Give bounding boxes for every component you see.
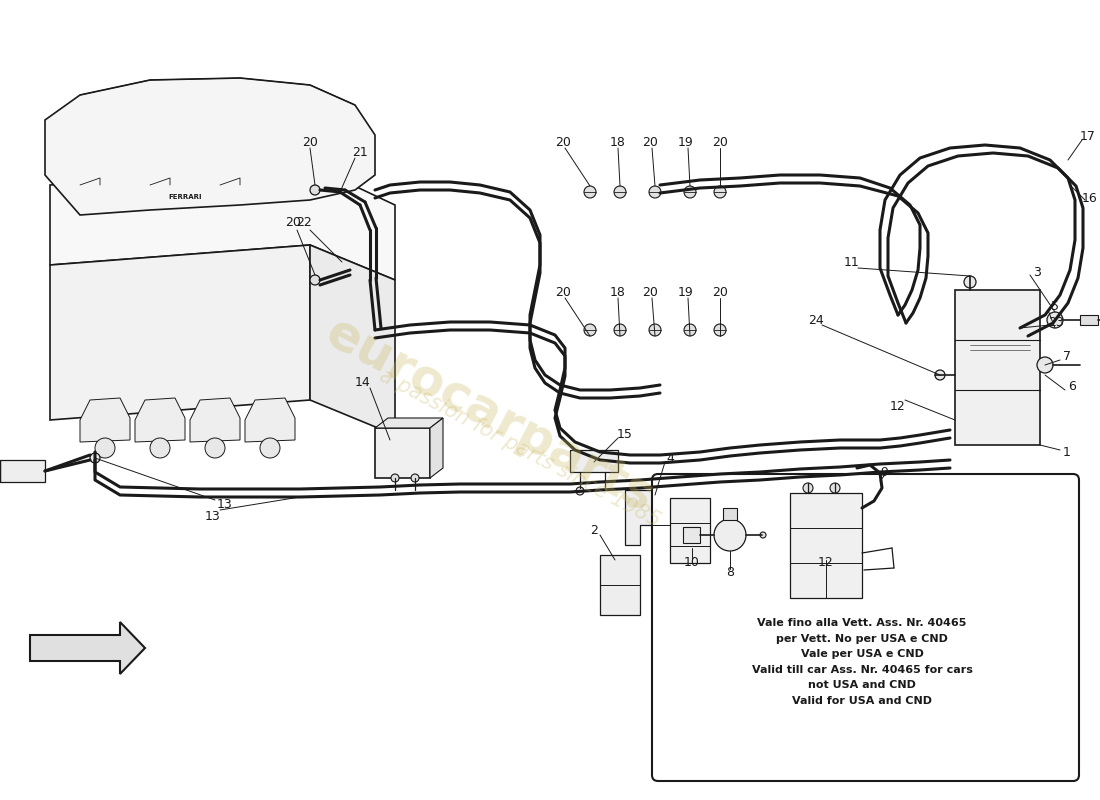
- Text: 11: 11: [844, 257, 860, 270]
- Text: 13: 13: [217, 498, 233, 511]
- Text: 20: 20: [556, 137, 571, 150]
- Circle shape: [576, 487, 584, 495]
- Bar: [570, 450, 618, 472]
- Text: 3: 3: [1033, 266, 1041, 278]
- Circle shape: [614, 324, 626, 336]
- Bar: [723, 508, 737, 520]
- Circle shape: [649, 324, 661, 336]
- Text: 1: 1: [1063, 446, 1071, 459]
- Polygon shape: [245, 398, 295, 442]
- Bar: [955, 290, 1040, 445]
- Text: 12: 12: [818, 557, 834, 570]
- Circle shape: [714, 186, 726, 198]
- Text: 13: 13: [205, 510, 221, 522]
- Text: 14: 14: [355, 375, 371, 389]
- Circle shape: [684, 186, 696, 198]
- Text: a passion for parts since 1985: a passion for parts since 1985: [376, 366, 663, 530]
- Text: 20: 20: [642, 137, 658, 150]
- Text: 24: 24: [808, 314, 824, 326]
- Polygon shape: [50, 245, 310, 420]
- Circle shape: [310, 185, 320, 195]
- Bar: [790, 493, 862, 598]
- Circle shape: [964, 276, 976, 288]
- Text: 19: 19: [678, 137, 694, 150]
- Circle shape: [803, 483, 813, 493]
- Circle shape: [310, 275, 320, 285]
- Circle shape: [584, 324, 596, 336]
- Circle shape: [205, 438, 225, 458]
- Text: 22: 22: [296, 217, 312, 230]
- Bar: [1080, 315, 1098, 325]
- Circle shape: [260, 438, 280, 458]
- Text: Vale fino alla Vett. Ass. Nr. 40465
per Vett. No per USA e CND
Vale per USA e CN: Vale fino alla Vett. Ass. Nr. 40465 per …: [751, 618, 972, 706]
- Circle shape: [760, 532, 766, 538]
- Circle shape: [150, 438, 170, 458]
- Circle shape: [411, 474, 419, 482]
- Text: 5: 5: [1050, 301, 1059, 314]
- Text: 18: 18: [610, 286, 626, 298]
- Text: 20: 20: [712, 137, 728, 150]
- Text: 20: 20: [556, 286, 571, 298]
- Text: 7: 7: [1063, 350, 1071, 363]
- Circle shape: [830, 483, 840, 493]
- Text: 20: 20: [285, 217, 301, 230]
- Text: 19: 19: [678, 286, 694, 298]
- Polygon shape: [430, 418, 443, 478]
- Text: 18: 18: [610, 137, 626, 150]
- Text: 17: 17: [1080, 130, 1096, 143]
- Text: 6: 6: [1068, 381, 1076, 394]
- Circle shape: [390, 474, 399, 482]
- Bar: [670, 498, 710, 563]
- Circle shape: [1047, 312, 1063, 328]
- Polygon shape: [310, 245, 395, 435]
- Text: 12: 12: [890, 401, 906, 414]
- Text: 4: 4: [667, 451, 674, 465]
- Circle shape: [684, 324, 696, 336]
- Polygon shape: [600, 555, 640, 615]
- Text: 9: 9: [880, 466, 888, 479]
- Polygon shape: [80, 398, 130, 442]
- Circle shape: [614, 186, 626, 198]
- Polygon shape: [625, 490, 685, 545]
- Text: 8: 8: [726, 566, 734, 578]
- Polygon shape: [30, 622, 145, 674]
- Text: 2: 2: [590, 523, 598, 537]
- Polygon shape: [135, 398, 185, 442]
- Text: 10: 10: [684, 557, 700, 570]
- Circle shape: [584, 186, 596, 198]
- Polygon shape: [190, 398, 240, 442]
- FancyBboxPatch shape: [652, 474, 1079, 781]
- Circle shape: [1037, 357, 1053, 373]
- Bar: [0, 460, 45, 482]
- Bar: [683, 527, 700, 543]
- Polygon shape: [375, 418, 443, 428]
- Text: 20: 20: [712, 286, 728, 298]
- Text: 23: 23: [1048, 317, 1064, 330]
- Text: eurocarparts: eurocarparts: [318, 308, 662, 522]
- Bar: [375, 428, 430, 478]
- Text: 20: 20: [642, 286, 658, 298]
- Text: 20: 20: [302, 137, 318, 150]
- Text: 16: 16: [1082, 191, 1098, 205]
- Circle shape: [649, 186, 661, 198]
- Circle shape: [935, 370, 945, 380]
- Text: 21: 21: [352, 146, 367, 159]
- Circle shape: [714, 324, 726, 336]
- Text: FERRARI: FERRARI: [168, 194, 201, 200]
- Circle shape: [714, 519, 746, 551]
- Polygon shape: [45, 78, 375, 215]
- Polygon shape: [50, 165, 395, 280]
- Circle shape: [90, 453, 100, 463]
- Circle shape: [95, 438, 116, 458]
- Text: 15: 15: [617, 429, 632, 442]
